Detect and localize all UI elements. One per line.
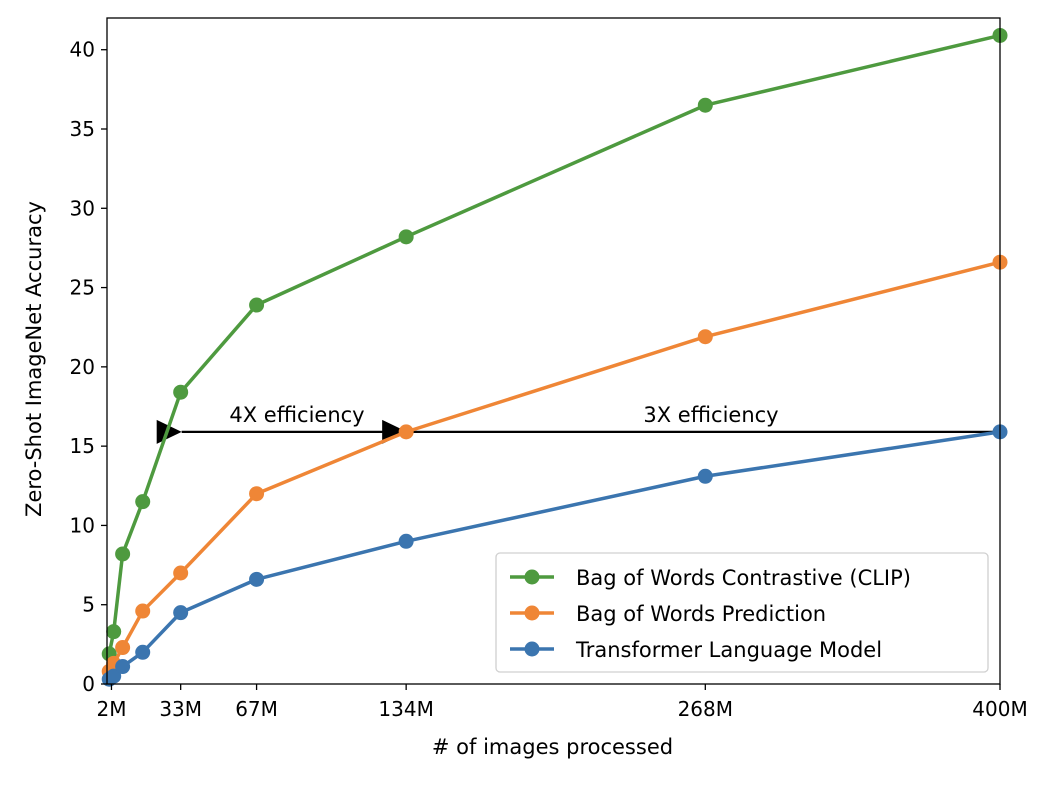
plot-frame <box>106 17 1001 685</box>
efficiency-annotation-label: 3X efficiency <box>643 403 778 427</box>
legend: Bag of Words Contrastive (CLIP) Bag of Wo… <box>495 552 989 673</box>
data-point <box>398 424 414 440</box>
y-tick-label: 30 <box>70 196 95 220</box>
legend-label: Bag of Words Prediction <box>576 602 826 626</box>
x-tick-label: 67M <box>235 697 278 721</box>
data-point <box>173 605 189 621</box>
data-point <box>697 97 713 113</box>
y-tick-label: 0 <box>82 672 95 696</box>
data-point <box>173 565 189 581</box>
data-point <box>697 468 713 484</box>
data-point <box>115 659 131 675</box>
data-point <box>135 644 151 660</box>
data-point <box>398 229 414 245</box>
legend-box <box>495 552 989 673</box>
x-tick-label: 268M <box>678 697 733 721</box>
data-point <box>115 640 131 656</box>
data-point <box>249 571 265 587</box>
legend-marker <box>524 569 540 585</box>
y-tick-label: 35 <box>70 117 95 141</box>
data-point <box>115 546 131 562</box>
data-point <box>135 494 151 510</box>
x-tick-label: 2M <box>96 697 126 721</box>
data-point <box>398 533 414 549</box>
data-point <box>249 297 265 313</box>
y-tick-label: 15 <box>70 434 95 458</box>
data-point <box>173 384 189 400</box>
data-point <box>249 486 265 502</box>
x-axis-label: # of images processed <box>432 735 673 759</box>
x-tick-label: 33M <box>159 697 202 721</box>
legend-marker <box>524 641 540 657</box>
legend-label: Bag of Words Contrastive (CLIP) <box>576 566 911 590</box>
y-tick-label: 10 <box>70 513 95 537</box>
efficiency-annotation-label: 4X efficiency <box>229 403 364 427</box>
data-point <box>106 668 122 684</box>
legend-label: Transformer Language Model <box>575 638 882 662</box>
y-tick-label: 20 <box>70 355 95 379</box>
y-tick-label: 5 <box>82 593 95 617</box>
x-tick-label: 134M <box>378 697 433 721</box>
data-point <box>697 329 713 345</box>
legend-marker <box>524 605 540 621</box>
y-tick-label: 25 <box>70 276 95 300</box>
y-axis-label: Zero-Shot ImageNet Accuracy <box>22 201 46 517</box>
data-point <box>135 603 151 619</box>
data-point <box>106 624 122 640</box>
annotation-layer: 4X efficiency 3X efficiency <box>156 403 1000 444</box>
series-layer <box>101 27 1008 687</box>
y-tick-label: 40 <box>70 38 95 62</box>
x-tick-label: 400M <box>972 697 1027 721</box>
axes-layer: 2M 33M 67M 134M 268M 400M 0 5 10 15 20 25 30 35 40 # of… <box>22 17 1028 759</box>
